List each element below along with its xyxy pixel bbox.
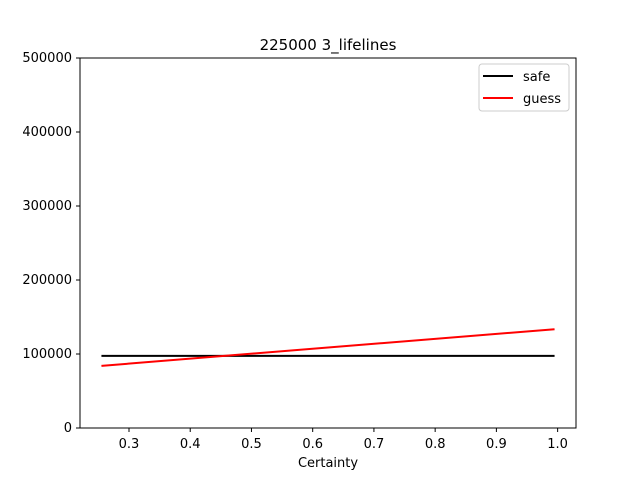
x-tick-label-3: 0.6 <box>302 437 323 452</box>
x-axis: 0.3 0.4 0.5 0.6 0.7 0.8 0.9 1.0 <box>119 428 568 452</box>
series-line-guess <box>101 328 555 367</box>
x-tick-label-2: 0.5 <box>241 437 262 452</box>
legend: safe guess <box>478 63 570 112</box>
y-tick-label-2: 200000 <box>22 273 72 288</box>
legend-guess-label: guess <box>523 92 561 107</box>
x-tick-label-6: 0.9 <box>486 437 507 452</box>
y-axis: 0 100000 200000 300000 400000 500000 <box>22 51 80 436</box>
x-tick-label-1: 0.4 <box>180 437 201 452</box>
y-tick-label-5: 500000 <box>22 51 72 66</box>
x-tick-label-4: 0.7 <box>364 437 385 452</box>
plot-area <box>79 57 577 429</box>
series-layer <box>101 328 555 367</box>
x-tick-label-0: 0.3 <box>119 437 140 452</box>
chart-title: 225000 3_lifelines <box>260 36 397 55</box>
y-tick-label-0: 0 <box>64 421 72 436</box>
x-tick-label-5: 0.8 <box>425 437 446 452</box>
y-tick-label-1: 100000 <box>22 347 72 362</box>
y-tick-label-3: 300000 <box>22 199 72 214</box>
y-tick-label-4: 400000 <box>22 125 72 140</box>
legend-safe-label: safe <box>523 70 550 85</box>
x-axis-label: Certainty <box>298 456 358 471</box>
x-tick-label-7: 1.0 <box>547 437 568 452</box>
